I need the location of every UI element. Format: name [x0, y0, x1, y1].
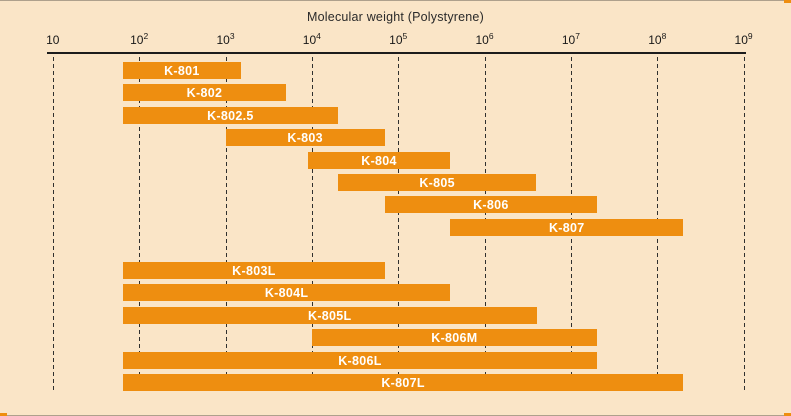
- bar-label: K-805L: [308, 308, 352, 323]
- gridline: [226, 57, 227, 393]
- bar-k-802-5: K-802.5: [123, 107, 338, 124]
- top-edge-line: [0, 0, 791, 1]
- bar-label: K-801: [164, 63, 200, 78]
- x-axis-tick: 103: [216, 31, 235, 47]
- gridline: [139, 57, 140, 393]
- gridline: [398, 57, 399, 393]
- gridline: [312, 57, 313, 393]
- x-axis-tick: 10: [46, 33, 60, 47]
- bar-label: K-803: [287, 130, 323, 145]
- bar-label: K-805: [419, 175, 455, 190]
- x-axis-tick: 107: [561, 31, 580, 47]
- x-axis-tick: 105: [389, 31, 408, 47]
- x-axis-tick: 109: [734, 31, 753, 47]
- bottom-right-corner-accent: [784, 413, 791, 416]
- bar-k-803l: K-803L: [123, 262, 385, 279]
- x-axis-tick: 102: [130, 31, 149, 47]
- x-axis-tick: 106: [475, 31, 494, 47]
- chart-title: Molecular weight (Polystyrene): [307, 10, 484, 24]
- bar-label: K-806: [473, 197, 509, 212]
- bar-label: K-807L: [381, 375, 425, 390]
- top-right-corner-accent: [784, 0, 791, 3]
- bar-label: K-802: [186, 85, 223, 100]
- bar-label: K-803L: [232, 263, 276, 278]
- bar-k-804: K-804: [307, 152, 451, 169]
- bar-k-805l: K-805L: [123, 307, 537, 324]
- x-axis-tick: 104: [302, 31, 321, 47]
- x-axis-line: [47, 52, 746, 54]
- bar-k-806m: K-806M: [311, 329, 597, 346]
- bar-k-806l: K-806L: [123, 352, 597, 369]
- bar-k-801: K-801: [123, 62, 241, 79]
- bar-label: K-804L: [264, 285, 309, 300]
- bar-k-802: K-802: [123, 84, 286, 101]
- bar-label: K-802.5: [207, 108, 254, 123]
- bar-k-806: K-806: [384, 196, 597, 213]
- bar-k-805: K-805: [337, 174, 537, 191]
- bar-k-804l: K-804L: [123, 284, 451, 301]
- gridline: [53, 57, 54, 393]
- bar-k-803: K-803: [225, 129, 385, 146]
- bar-label: K-806L: [338, 353, 382, 368]
- bottom-left-corner-accent: [0, 413, 7, 416]
- gridline: [744, 57, 745, 393]
- bar-label: K-806M: [431, 330, 478, 345]
- bar-k-807: K-807: [450, 219, 684, 236]
- x-axis-tick: 108: [648, 31, 667, 47]
- bar-label: K-804: [361, 153, 397, 168]
- bar-k-807l: K-807L: [123, 374, 684, 391]
- bar-label: K-807: [548, 220, 585, 235]
